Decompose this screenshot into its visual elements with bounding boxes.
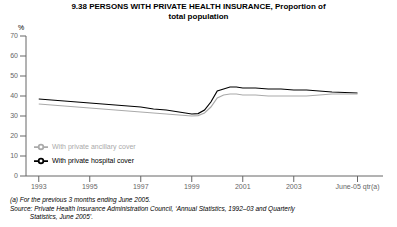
svg-text:1995: 1995 — [82, 183, 98, 190]
svg-text:10: 10 — [10, 152, 18, 159]
svg-text:2003: 2003 — [286, 183, 302, 190]
svg-text:50: 50 — [10, 72, 18, 79]
svg-text:1999: 1999 — [184, 183, 200, 190]
svg-text:2001: 2001 — [235, 183, 251, 190]
html-text:With private ancillary cover: With private ancillary cover — [52, 142, 136, 150]
svg-text:40: 40 — [10, 92, 18, 99]
html-text:Source: Private Health Insuran: Source: Private Health Insurance Adminis… — [10, 204, 295, 212]
html-text:With private hospital cover: With private hospital cover — [52, 156, 135, 164]
html-text:Statistics, June 2005’.: Statistics, June 2005’. — [10, 213, 94, 220]
html-text:(a) For the previous 3 months: (a) For the previous 3 months ending Jun… — [10, 196, 151, 203]
svg-text:0: 0 — [14, 172, 18, 179]
svg-text:70: 70 — [10, 32, 18, 39]
svg-text:20: 20 — [10, 132, 18, 139]
svg-text:1997: 1997 — [133, 183, 149, 190]
svg-text:June-05 qtr(a): June-05 qtr(a) — [336, 183, 380, 191]
html-text:total population: total population — [168, 12, 229, 21]
svg-text:60: 60 — [10, 52, 18, 59]
html-text:9.38 PERSONS WITH PRIVATE HEAL: 9.38 PERSONS WITH PRIVATE HEALTH INSURAN… — [71, 2, 326, 11]
svg-text:30: 30 — [10, 112, 18, 119]
svg-text:1993: 1993 — [31, 183, 47, 190]
